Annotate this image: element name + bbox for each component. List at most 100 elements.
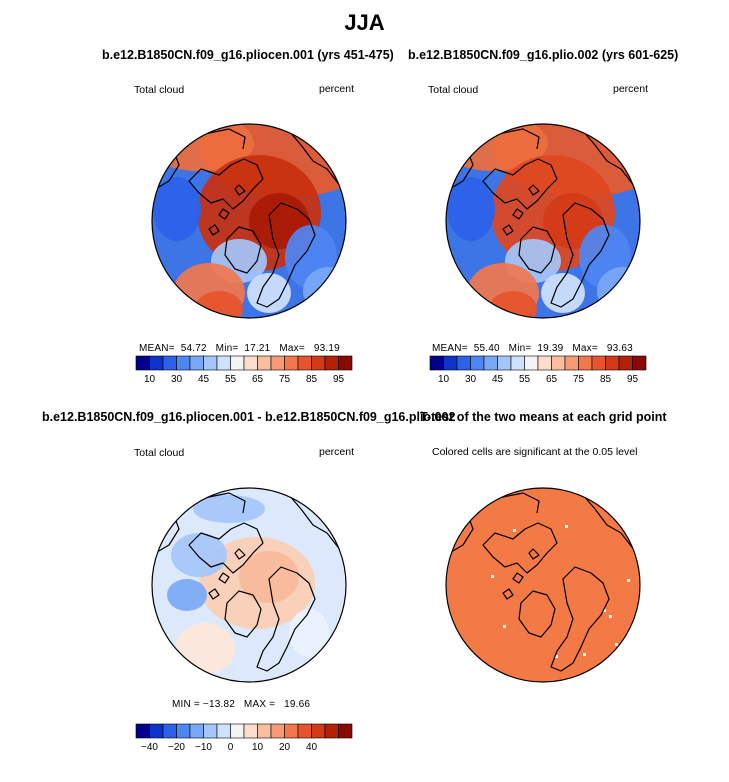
- colorbar-cell: [632, 355, 647, 371]
- field-region: [239, 551, 299, 603]
- colorbar-tick-label: 45: [492, 374, 504, 385]
- nonsignificant-cell: [513, 529, 516, 532]
- map-2-border: [445, 123, 641, 319]
- field-region: [195, 291, 243, 318]
- colorbar-2: 10 30 45 55 65 75 85 95: [429, 355, 647, 385]
- colorbar-cell: [605, 355, 620, 371]
- colorbar-cell: [311, 355, 326, 371]
- colorbar-cell: [297, 355, 312, 371]
- colorbar-cell: [470, 355, 485, 371]
- colorbar-cell: [257, 723, 272, 739]
- colorbar-cell: [456, 355, 471, 371]
- colorbar-cell: [257, 355, 272, 371]
- colorbar-cell: [537, 355, 552, 371]
- colorbar-cell: [564, 355, 579, 371]
- field-region: [167, 579, 207, 611]
- figure-title: JJA: [344, 10, 385, 35]
- coastline: [550, 202, 610, 308]
- field-region: [289, 609, 329, 657]
- panel-3-units: percent: [319, 446, 355, 458]
- colorbar-1: 10 30 45 55 65 75 85 95: [135, 355, 353, 385]
- coastline: [582, 494, 636, 552]
- colorbar-cell: [189, 355, 204, 371]
- colorbar-cell: [149, 723, 164, 739]
- colorbar-cell: [324, 355, 339, 371]
- colorbar-cell: [230, 355, 245, 371]
- coastline: [512, 572, 524, 584]
- panel-1-variable: Total cloud: [134, 84, 185, 96]
- nonsignificant-cell: [603, 609, 606, 612]
- colorbar-cell: [338, 355, 353, 371]
- map-4-background: [446, 488, 640, 682]
- colorbar-tick-label: −20: [168, 742, 185, 753]
- nonsignificant-cell: [627, 579, 630, 582]
- panel-1-title: b.e12.B1850CN.f09_g16.pliocen.001 (yrs 4…: [102, 48, 394, 62]
- field-region: [153, 177, 201, 241]
- coastline: [528, 548, 540, 560]
- panel-1-stats: MEAN= 54.72 Min= 17.21 Max= 93.19: [139, 343, 340, 354]
- coastline: [208, 224, 220, 236]
- nonsignificant-cell: [615, 643, 618, 646]
- colorbar-tick-label: 40: [306, 742, 318, 753]
- map-4: [446, 488, 640, 682]
- colorbar-cell: [203, 355, 218, 371]
- colorbar-3: −40 −20 −10 0 10 20 40: [135, 723, 353, 753]
- colorbar-tick-label: 10: [144, 374, 156, 385]
- colorbar-cell: [578, 355, 593, 371]
- coastline: [218, 208, 230, 220]
- coastline: [288, 494, 342, 552]
- nonsignificant-cell: [503, 625, 506, 628]
- map-1-border: [151, 123, 347, 319]
- field-region: [171, 533, 227, 577]
- nonsignificant-cell: [555, 655, 558, 658]
- colorbar-cell: [524, 355, 539, 371]
- field-region: [193, 495, 265, 523]
- colorbar-tick-label: 65: [252, 374, 264, 385]
- colorbar-cell: [284, 723, 299, 739]
- field-region: [447, 177, 495, 241]
- nonsignificant-cell: [609, 615, 612, 618]
- colorbar-tick-label: 75: [279, 374, 291, 385]
- field-region: [303, 267, 346, 315]
- map-3-border: [151, 487, 347, 683]
- colorbar-cell: [135, 355, 150, 371]
- panel-2-title: b.e12.B1850CN.f09_g16.plio.002 (yrs 601-…: [408, 48, 679, 62]
- colorbar-cell: [591, 355, 606, 371]
- colorbar-cell: [284, 355, 299, 371]
- coastline: [512, 208, 524, 220]
- coastline: [288, 130, 342, 188]
- colorbar-cell: [497, 355, 512, 371]
- colorbar-tick-label: 30: [465, 374, 477, 385]
- colorbar-cell: [243, 723, 258, 739]
- colorbar-cell: [162, 723, 177, 739]
- coastline: [224, 226, 262, 274]
- colorbar-tick-label: 65: [546, 374, 558, 385]
- colorbar-cell: [135, 723, 150, 739]
- colorbar-cell: [483, 355, 498, 371]
- colorbar-cell: [270, 723, 285, 739]
- colorbar-cell: [216, 723, 231, 739]
- colorbar-cell: [162, 355, 177, 371]
- colorbar-cell: [338, 723, 353, 739]
- field-region: [489, 291, 537, 318]
- coastline: [482, 522, 558, 574]
- colorbar-cell: [270, 355, 285, 371]
- coastline: [188, 158, 264, 210]
- colorbar-tick-label: −10: [195, 742, 212, 753]
- colorbar-cell: [243, 355, 258, 371]
- map-1: [152, 124, 346, 318]
- coastline: [188, 522, 264, 574]
- colorbar-cell: [429, 355, 444, 371]
- colorbar-tick-label: 95: [333, 374, 345, 385]
- colorbar-tick-label: 55: [519, 374, 531, 385]
- colorbar-tick-label: 20: [279, 742, 291, 753]
- coastline: [550, 566, 610, 672]
- coastline: [208, 588, 220, 600]
- colorbar-tick-label: 45: [198, 374, 210, 385]
- panel-2-variable: Total cloud: [428, 84, 479, 96]
- colorbar-cell: [203, 723, 218, 739]
- coastline: [518, 226, 556, 274]
- colorbar-tick-label: −40: [141, 742, 158, 753]
- panel-4-title: T-test of the two means at each grid poi…: [420, 410, 667, 424]
- coastline: [582, 130, 636, 188]
